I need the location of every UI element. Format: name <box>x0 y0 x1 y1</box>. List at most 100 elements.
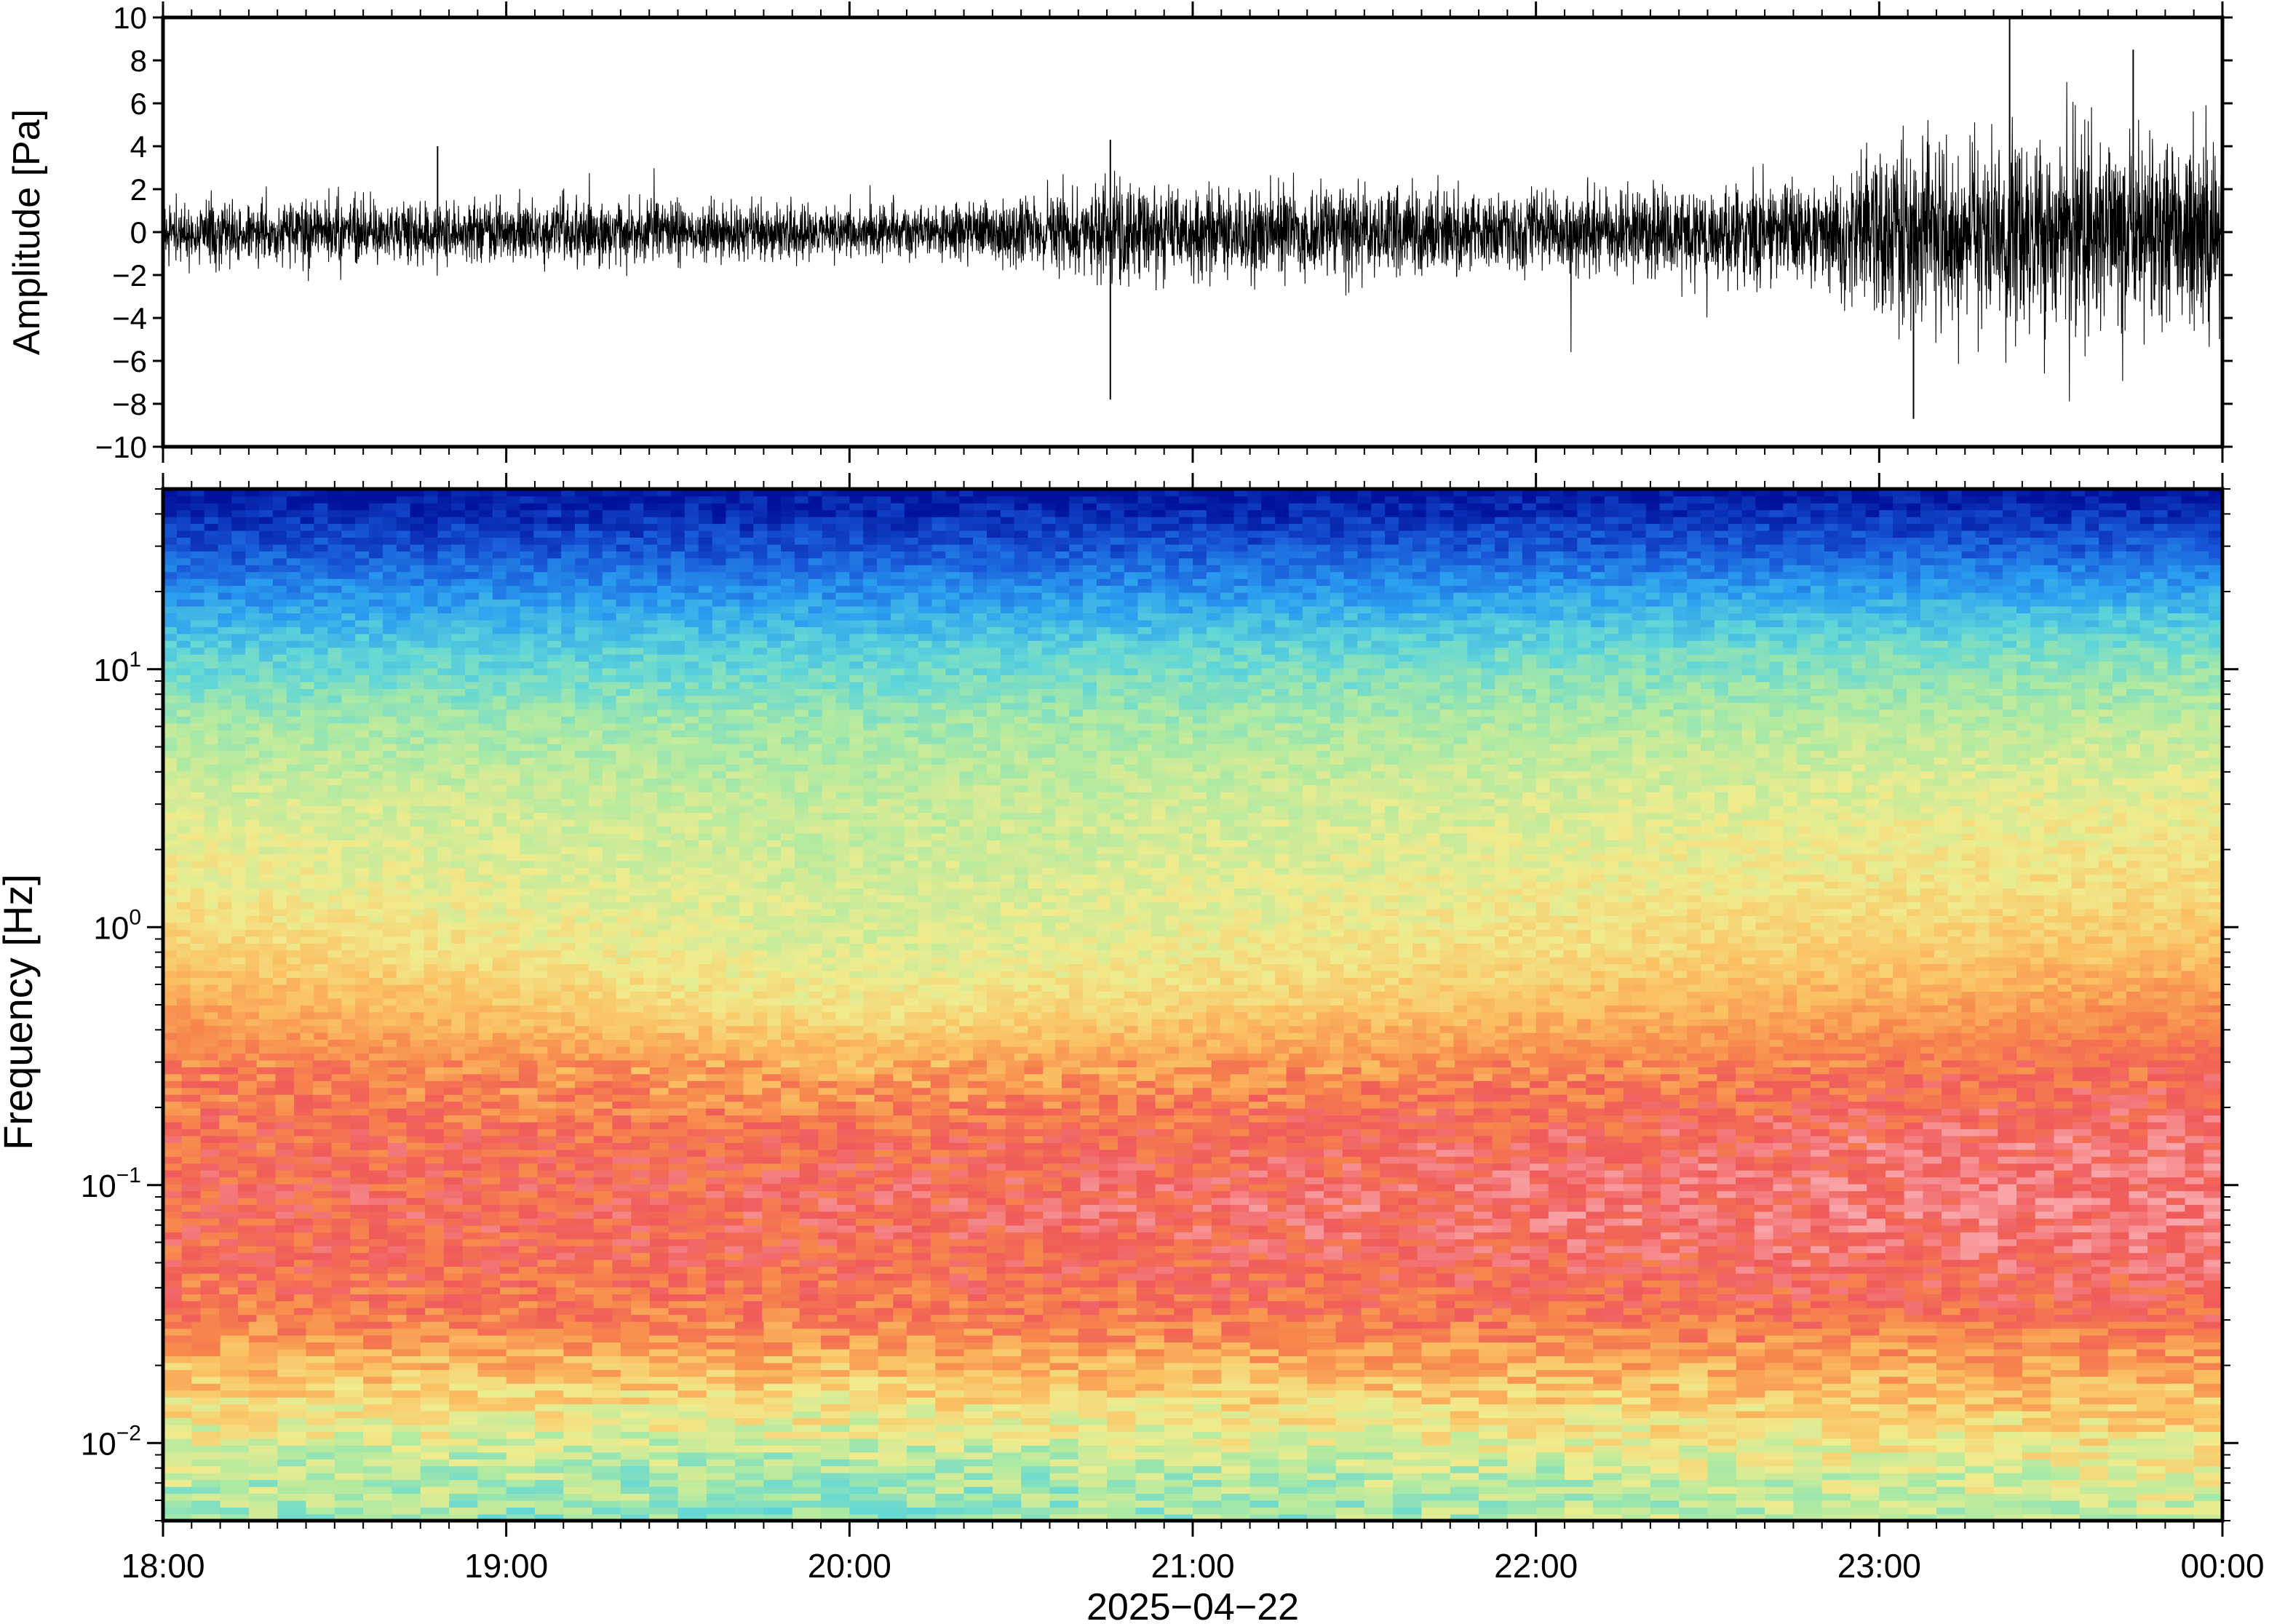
spectrogram-cell <box>312 1238 333 1246</box>
spectrogram-cell <box>1707 1376 1737 1384</box>
spectrogram-cell <box>1061 1259 1081 1267</box>
spectrogram-cell <box>1923 1197 1942 1205</box>
spectrogram-cell <box>312 1266 333 1274</box>
spectrogram-cell <box>277 1500 307 1508</box>
spectrogram-cell <box>1593 1458 1623 1467</box>
spectrogram-cell <box>1679 1294 1699 1302</box>
spectrogram-cell <box>668 1286 688 1294</box>
spectrogram-cell <box>363 1424 393 1432</box>
spectrogram-cell <box>191 1479 221 1487</box>
spectrogram-cell <box>2110 1225 2130 1233</box>
spectrogram-cell <box>334 1438 364 1446</box>
spectrogram-cell <box>1942 1177 1961 1185</box>
spectrogram-cell <box>312 1300 333 1308</box>
spectrogram-cell <box>1135 1348 1165 1356</box>
spectrogram-cell <box>1754 1280 1774 1288</box>
spectrogram-cell <box>1049 1356 1079 1364</box>
spectrogram-cell <box>781 1204 800 1212</box>
spectrogram-cell <box>1393 1438 1423 1446</box>
spectrogram-cell <box>818 1286 838 1294</box>
spectrogram-cell <box>1436 1294 1455 1302</box>
spectrogram-cell <box>1960 1190 1980 1198</box>
spectrogram-cell <box>462 1232 482 1240</box>
spectrogram-cell <box>2193 1438 2222 1446</box>
spectrogram-cell <box>237 1177 258 1185</box>
spectrogram-cell <box>2079 1438 2109 1446</box>
spectrogram-cell <box>2185 1225 2204 1233</box>
spectrogram-cell <box>306 1348 335 1356</box>
spectrogram-cell <box>1267 1314 1287 1322</box>
spectrogram-cell <box>363 1513 393 1521</box>
spectrogram-cell <box>1393 1410 1423 1418</box>
spectrogram-cell <box>878 1445 907 1453</box>
spectrogram-cell <box>2129 1169 2148 1178</box>
spectrogram-cell <box>1993 1479 2023 1487</box>
spectrogram-cell <box>163 1266 183 1274</box>
spectrogram-cell <box>312 1169 333 1178</box>
spectrogram-cell <box>2165 1486 2195 1494</box>
spectrogram-cell <box>1174 1218 1193 1226</box>
spectrogram-cell <box>1230 1218 1249 1226</box>
spectrogram-cell <box>1118 1225 1137 1233</box>
spectrogram-cell <box>500 1183 520 1192</box>
spectrogram-cell <box>2193 1382 2222 1391</box>
spectrogram-cell <box>893 1169 913 1178</box>
spectrogram-cell <box>992 1452 1022 1460</box>
spectrogram-cell <box>1005 1314 1025 1322</box>
spectrogram-cell <box>1174 1225 1193 1233</box>
spectrogram-cell <box>1904 1204 1924 1212</box>
spectrogram-cell <box>163 1321 193 1329</box>
spectrogram-cell <box>518 1218 539 1226</box>
spectrogram-cell <box>1979 1259 1998 1267</box>
spectrogram-cell <box>1904 1163 1924 1171</box>
spectrogram-cell <box>1717 1204 1736 1212</box>
spectrogram-cell <box>1324 1190 1343 1198</box>
spectrogram-cell <box>556 1177 576 1185</box>
spectrogram-cell <box>2073 1225 2092 1233</box>
spectrogram-cell <box>612 1177 632 1185</box>
spectrogram-cell <box>462 1307 482 1315</box>
spectrogram-cell <box>1567 1294 1586 1302</box>
spectrogram-cell <box>1450 1424 1479 1432</box>
spectrogram-cell <box>1593 1417 1623 1425</box>
spectrogram-cell <box>930 1204 950 1212</box>
spectrogram-cell <box>2147 1307 2167 1315</box>
spectrogram-cell <box>1942 1238 1961 1246</box>
spectrogram-cell <box>1080 1204 1100 1212</box>
spectrogram-cell <box>1211 1211 1231 1219</box>
spectrogram-cell <box>792 1376 822 1384</box>
spectrogram-cell <box>1221 1396 1251 1405</box>
spectrogram-cell <box>1364 1507 1394 1515</box>
spectrogram-cell <box>1765 1396 1795 1405</box>
spectrogram-cell <box>2054 1163 2073 1171</box>
spectrogram-cell <box>1380 1273 1399 1281</box>
spectrogram-cell <box>1078 1507 1108 1515</box>
spectrogram-cell <box>1593 1369 1623 1377</box>
spectrogram-cell <box>2193 1348 2222 1356</box>
spectrogram-cell <box>163 1300 183 1308</box>
spectrogram-cell <box>1792 1252 1811 1260</box>
spectrogram-cell <box>792 1369 822 1377</box>
spectrogram-cell <box>987 1307 1006 1315</box>
spectrogram-cell <box>1455 1294 1474 1302</box>
spectrogram-cell <box>1765 1452 1795 1460</box>
spectrogram-cell <box>963 1507 993 1515</box>
spectrogram-cell <box>1342 1245 1362 1254</box>
spectrogram-cell <box>1193 1211 1212 1219</box>
spectrogram-cell <box>2193 1465 2222 1473</box>
spectrogram-cell <box>1436 1163 1455 1171</box>
spectrogram-cell <box>1736 1183 1755 1192</box>
spectrogram-cell <box>2035 1156 2055 1164</box>
spectrogram-cell <box>1436 1252 1455 1260</box>
spectrogram-cell <box>2079 1500 2109 1508</box>
spectrogram-cell <box>855 1252 875 1260</box>
spectrogram-cell <box>1249 1252 1268 1260</box>
spectrogram-cell <box>2035 1163 2055 1171</box>
spectrogram-cell <box>1024 1286 1044 1294</box>
spectrogram-cell <box>818 1211 838 1219</box>
spectrogram-cell <box>1305 1190 1324 1198</box>
spectrogram-cell <box>1530 1169 1549 1178</box>
spectrogram-cell <box>781 1286 800 1294</box>
spectrogram-cell <box>277 1431 307 1439</box>
spectrogram-cell <box>1393 1445 1423 1453</box>
